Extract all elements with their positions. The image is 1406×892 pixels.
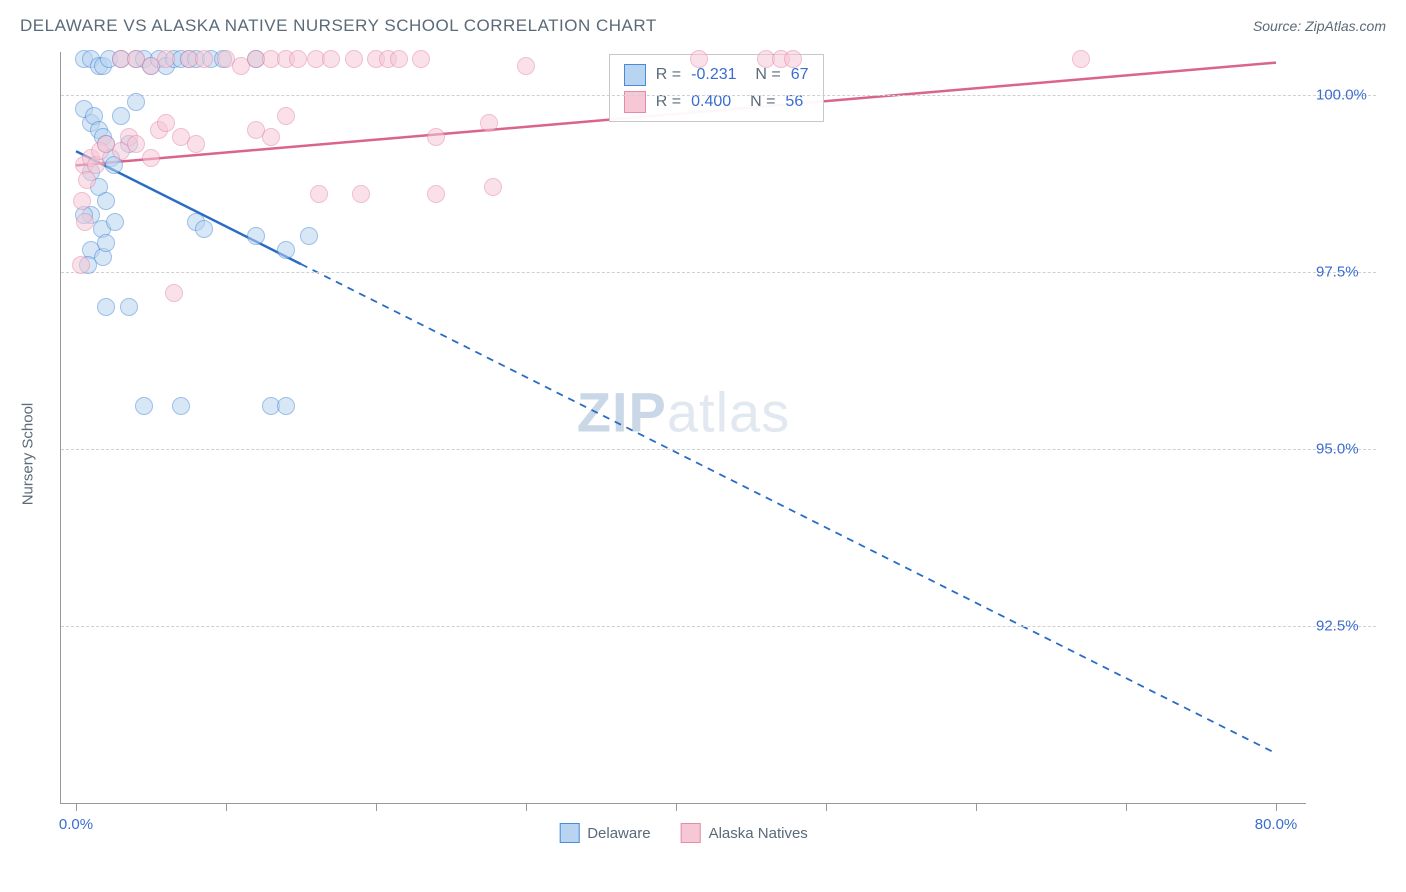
scatter-point xyxy=(76,213,94,231)
grid-line xyxy=(61,95,1376,96)
scatter-point xyxy=(427,128,445,146)
watermark-bold: ZIP xyxy=(577,381,667,444)
scatter-point xyxy=(112,107,130,125)
scatter-point xyxy=(427,185,445,203)
stats-swatch xyxy=(624,64,646,86)
x-tick xyxy=(976,803,977,811)
source-attribution: Source: ZipAtlas.com xyxy=(1253,18,1386,34)
scatter-point xyxy=(195,50,213,68)
legend-label: Alaska Natives xyxy=(709,825,808,842)
scatter-point xyxy=(97,298,115,316)
stats-r-value: 0.400 xyxy=(691,88,731,115)
y-tick-label: 92.5% xyxy=(1316,617,1376,634)
scatter-point xyxy=(690,50,708,68)
scatter-point xyxy=(97,192,115,210)
scatter-point xyxy=(73,192,91,210)
legend-label: Delaware xyxy=(587,825,650,842)
scatter-point xyxy=(345,50,363,68)
watermark-rest: atlas xyxy=(667,381,790,444)
scatter-point xyxy=(484,178,502,196)
scatter-point xyxy=(310,185,328,203)
scatter-point xyxy=(127,93,145,111)
scatter-point xyxy=(390,50,408,68)
scatter-point xyxy=(195,220,213,238)
scatter-point xyxy=(72,256,90,274)
scatter-point xyxy=(247,227,265,245)
scatter-point xyxy=(127,135,145,153)
grid-line xyxy=(61,272,1376,273)
scatter-point xyxy=(106,213,124,231)
x-tick xyxy=(526,803,527,811)
x-tick xyxy=(826,803,827,811)
scatter-point xyxy=(277,107,295,125)
scatter-point xyxy=(135,397,153,415)
x-tick xyxy=(376,803,377,811)
legend-swatch xyxy=(559,823,579,843)
scatter-point xyxy=(78,171,96,189)
y-axis-label: Nursery School xyxy=(20,403,37,506)
scatter-point xyxy=(187,135,205,153)
y-tick-label: 100.0% xyxy=(1316,86,1376,103)
scatter-point xyxy=(172,397,190,415)
stats-row: R = 0.400 N = 56 xyxy=(624,88,809,115)
x-tick xyxy=(76,803,77,811)
scatter-point xyxy=(262,128,280,146)
stats-r-label: R = xyxy=(656,61,681,88)
chart-container: Nursery School ZIPatlas R = -0.231 N = 6… xyxy=(20,44,1386,864)
scatter-point xyxy=(289,50,307,68)
scatter-point xyxy=(517,57,535,75)
plot-area: ZIPatlas R = -0.231 N = 67R = 0.400 N = … xyxy=(60,52,1306,804)
scatter-point xyxy=(277,241,295,259)
grid-line xyxy=(61,449,1376,450)
stats-n-value: 56 xyxy=(785,88,803,115)
scatter-point xyxy=(322,50,340,68)
y-tick-label: 95.0% xyxy=(1316,440,1376,457)
x-tick xyxy=(1276,803,1277,811)
legend-item: Delaware xyxy=(559,823,650,843)
chart-title: DELAWARE VS ALASKA NATIVE NURSERY SCHOOL… xyxy=(20,16,657,36)
scatter-point xyxy=(1072,50,1090,68)
legend-item: Alaska Natives xyxy=(681,823,808,843)
y-tick-label: 97.5% xyxy=(1316,263,1376,280)
x-tick-label: 0.0% xyxy=(59,816,93,833)
scatter-point xyxy=(300,227,318,245)
scatter-point xyxy=(120,298,138,316)
scatter-point xyxy=(784,50,802,68)
legend-swatch xyxy=(681,823,701,843)
stats-n-label: N = xyxy=(741,88,775,115)
scatter-point xyxy=(165,284,183,302)
legend: Delaware Alaska Natives xyxy=(559,823,808,843)
x-tick xyxy=(676,803,677,811)
scatter-point xyxy=(97,234,115,252)
trend-lines-layer xyxy=(61,52,1306,803)
scatter-point xyxy=(157,50,175,68)
x-tick xyxy=(1126,803,1127,811)
scatter-point xyxy=(157,114,175,132)
scatter-point xyxy=(352,185,370,203)
scatter-point xyxy=(480,114,498,132)
scatter-point xyxy=(142,149,160,167)
x-tick-label: 80.0% xyxy=(1255,816,1298,833)
stats-r-label: R = xyxy=(656,88,681,115)
grid-line xyxy=(61,626,1376,627)
scatter-point xyxy=(412,50,430,68)
watermark: ZIPatlas xyxy=(577,380,790,445)
x-tick xyxy=(226,803,227,811)
scatter-point xyxy=(277,397,295,415)
